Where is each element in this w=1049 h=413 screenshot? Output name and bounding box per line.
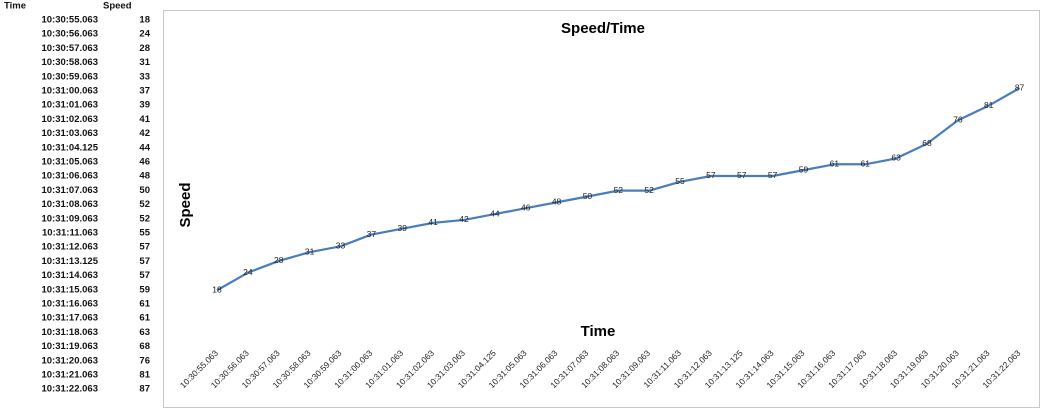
table-cell: 10:31:17.063 bbox=[41, 313, 98, 324]
data-label: 52 bbox=[614, 185, 624, 195]
y-axis-label: Speed bbox=[177, 182, 194, 227]
table-cell: 10:31:14.063 bbox=[41, 270, 98, 281]
data-label: 68 bbox=[922, 138, 932, 148]
table-cell: 10:31:21.063 bbox=[41, 370, 98, 381]
table-cell: 57 bbox=[139, 270, 150, 281]
table-cell: 50 bbox=[139, 185, 150, 196]
table-cell: 10:31:16.063 bbox=[41, 299, 98, 310]
table-cell: 48 bbox=[139, 171, 150, 182]
table-cell: 59 bbox=[139, 284, 150, 295]
table-cell: 10:31:07.063 bbox=[41, 185, 98, 196]
data-label: 42 bbox=[459, 214, 469, 224]
data-label: 33 bbox=[336, 241, 346, 251]
table-cell: 52 bbox=[139, 199, 150, 210]
line bbox=[216, 87, 1021, 292]
table-cell: 10:31:11.063 bbox=[42, 228, 98, 239]
table-cell: 63 bbox=[139, 327, 150, 338]
data-label: 24 bbox=[243, 267, 253, 277]
data-label: 76 bbox=[953, 115, 963, 125]
data-label: 87 bbox=[1015, 82, 1025, 92]
table-cell: 33 bbox=[139, 71, 150, 82]
chart-frame bbox=[163, 10, 1040, 408]
table-cell: 39 bbox=[139, 100, 150, 111]
table-header: Speed bbox=[103, 1, 132, 12]
table-cell: 57 bbox=[139, 256, 150, 267]
data-label: 59 bbox=[799, 164, 809, 174]
table-cell: 10:31:13.125 bbox=[41, 256, 98, 267]
data-label: 37 bbox=[367, 229, 377, 239]
table-cell: 10:30:55.063 bbox=[41, 15, 98, 26]
table-cell: 10:31:22.063 bbox=[41, 384, 98, 395]
data-label: 61 bbox=[830, 159, 840, 169]
table-cell: 10:31:19.063 bbox=[41, 341, 98, 352]
table-cell: 10:30:57.063 bbox=[41, 43, 98, 54]
table-cell: 10:30:59.063 bbox=[41, 71, 98, 82]
table-cell: 10:31:15.063 bbox=[41, 284, 98, 295]
table-cell: 44 bbox=[139, 142, 150, 153]
table-cell: 41 bbox=[139, 114, 150, 125]
data-label: 61 bbox=[860, 159, 870, 169]
data-label: 41 bbox=[428, 217, 438, 227]
table-cell: 10:31:09.063 bbox=[41, 213, 98, 224]
data-label: 57 bbox=[737, 170, 747, 180]
data-label: 31 bbox=[305, 246, 315, 256]
table-cell: 37 bbox=[139, 86, 150, 97]
data-label: 50 bbox=[583, 191, 593, 201]
table-cell: 46 bbox=[139, 157, 150, 168]
table-cell: 10:31:04.125 bbox=[41, 142, 98, 153]
chart-title: Speed/Time bbox=[561, 20, 645, 37]
data-label: 55 bbox=[675, 176, 685, 186]
table-cell: 76 bbox=[139, 355, 150, 366]
table-cell: 61 bbox=[139, 313, 150, 324]
table-cell: 10:31:08.063 bbox=[41, 199, 98, 210]
table-cell: 42 bbox=[139, 128, 150, 139]
data-label: 57 bbox=[706, 170, 716, 180]
table-cell: 81 bbox=[139, 370, 150, 381]
table-cell: 55 bbox=[139, 228, 150, 239]
table-cell: 10:31:02.063 bbox=[41, 114, 98, 125]
data-label: 52 bbox=[644, 185, 654, 195]
table-cell: 18 bbox=[139, 15, 150, 26]
table-cell: 10:30:58.063 bbox=[41, 57, 98, 68]
x-axis-label: Time bbox=[581, 323, 616, 340]
table-cell: 24 bbox=[139, 29, 150, 40]
table-cell: 87 bbox=[139, 384, 150, 395]
data-label: 48 bbox=[552, 197, 562, 207]
table-cell: 10:31:03.063 bbox=[41, 128, 98, 139]
data-label: 18 bbox=[212, 285, 222, 295]
table-cell: 28 bbox=[139, 43, 150, 54]
data-label: 57 bbox=[768, 170, 778, 180]
table-cell: 10:31:06.063 bbox=[41, 171, 98, 182]
table-cell: 10:31:00.063 bbox=[41, 86, 98, 97]
data-label: 63 bbox=[891, 153, 901, 163]
table-cell: 31 bbox=[139, 57, 150, 68]
data-label: 39 bbox=[397, 223, 407, 233]
table-cell: 10:31:01.063 bbox=[41, 100, 98, 111]
table-cell: 10:31:20.063 bbox=[41, 355, 98, 366]
data-label: 44 bbox=[490, 208, 500, 218]
table-cell: 10:31:12.063 bbox=[41, 242, 98, 253]
table-cell: 10:30:56.063 bbox=[41, 29, 98, 40]
table-header: Time bbox=[4, 1, 26, 12]
table-cell: 10:31:05.063 bbox=[41, 157, 98, 168]
data-label: 28 bbox=[274, 255, 284, 265]
data-label: 81 bbox=[984, 100, 994, 110]
table-cell: 61 bbox=[139, 299, 150, 310]
data-label: 46 bbox=[521, 202, 531, 212]
table-cell: 52 bbox=[139, 213, 150, 224]
table-cell: 68 bbox=[139, 341, 150, 352]
table-cell: 10:31:18.063 bbox=[41, 327, 98, 338]
table-cell: 57 bbox=[139, 242, 150, 253]
